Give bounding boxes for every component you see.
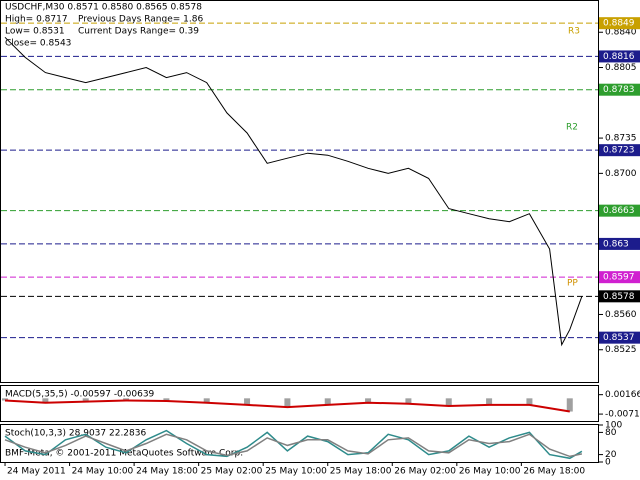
y-tick-label: 0.8525 xyxy=(605,345,637,355)
level-label: 0.8663 xyxy=(603,206,635,216)
y-tick-label: 0.8560 xyxy=(605,310,637,320)
y-tick-label: -0.00716 xyxy=(605,410,640,420)
x-tick-label: 26 May 10:00 xyxy=(459,467,521,477)
x-tick-label: 24 May 18:00 xyxy=(136,467,198,477)
main-panel xyxy=(0,0,599,383)
macd-bar xyxy=(163,398,170,401)
level-label: 0.8578 xyxy=(603,292,635,302)
y-tick-label: 100 xyxy=(605,421,622,431)
annotation: Close= 0.8543 xyxy=(5,39,71,49)
level-tag xyxy=(599,237,640,250)
x-tick-label: 26 May 02:00 xyxy=(394,467,456,477)
y-tick-label: 0.8735 xyxy=(605,134,637,144)
level-label: 0.8849 xyxy=(603,19,635,29)
y-tick-label: 0.8840 xyxy=(605,28,637,38)
y-tick-label: 0.8805 xyxy=(605,63,637,73)
stoch-panel xyxy=(0,424,599,463)
macd-bar xyxy=(82,398,89,402)
level-label: 0.8723 xyxy=(603,146,635,156)
series-line xyxy=(4,429,583,460)
series-line xyxy=(4,36,583,347)
macd-bar xyxy=(244,398,251,405)
panel-title: Stoch(10,3,3) 28.9037 22.2836 xyxy=(5,429,146,439)
level-tag xyxy=(599,204,640,217)
level-tag xyxy=(599,271,640,284)
level-label: 0.8816 xyxy=(603,52,635,62)
level-tag xyxy=(599,50,640,63)
annotation: R2 xyxy=(566,123,578,133)
series-line xyxy=(4,433,583,458)
panel-title: MACD(5,35,5) -0.00597 -0.00639 xyxy=(5,390,155,400)
y-tick-label: 0 xyxy=(605,458,611,468)
macd-bar xyxy=(566,398,573,412)
level-tag xyxy=(599,331,640,344)
level-tag xyxy=(599,290,640,303)
copyright: BMF-Meta, © 2001-2011 MetaQuotes Softwar… xyxy=(5,449,243,459)
y-tick-label: 0.8700 xyxy=(605,169,637,179)
y-tick-label: 0.00166 xyxy=(605,390,640,400)
macd-panel xyxy=(0,385,599,422)
x-tick-label: 24 May 2011 xyxy=(7,467,66,477)
macd-bar xyxy=(203,398,210,403)
level-label: 0.8597 xyxy=(603,273,635,283)
macd-bar xyxy=(445,398,452,407)
chart-title: USDCHF,M30 0.8571 0.8580 0.8565 0.8578 xyxy=(5,3,202,13)
annotation: Low= 0.8531 xyxy=(5,27,65,37)
x-tick-label: 25 May 18:00 xyxy=(330,467,392,477)
annotation: PP xyxy=(567,279,578,289)
x-tick-label: 24 May 10:00 xyxy=(72,467,134,477)
annotation: R3 xyxy=(568,27,580,37)
macd-bar xyxy=(324,398,331,405)
y-tick-label: 80 xyxy=(605,428,617,438)
macd-bar xyxy=(2,398,9,401)
level-tag xyxy=(599,83,640,96)
x-tick-label: 25 May 10:00 xyxy=(265,467,327,477)
level-tag xyxy=(599,144,640,157)
x-tick-label: 26 May 18:00 xyxy=(523,467,585,477)
macd-bar xyxy=(123,398,130,401)
x-tick-label: 25 May 02:00 xyxy=(201,467,263,477)
macd-signal xyxy=(4,399,570,413)
level-label: 0.8783 xyxy=(603,85,635,95)
y-tick-label: 20 xyxy=(605,450,617,460)
level-label: 0.8537 xyxy=(603,333,635,343)
level-label: 0.863 xyxy=(603,239,629,249)
annotation: Previous Days Range= 1.86 xyxy=(78,15,203,25)
macd-bar xyxy=(526,398,533,405)
macd-bar xyxy=(365,398,372,403)
annotation: High= 0.8717 xyxy=(5,15,68,25)
macd-bar xyxy=(486,398,493,405)
macd-bar xyxy=(405,398,412,404)
macd-bar xyxy=(42,398,49,403)
level-tag xyxy=(599,17,640,30)
macd-bar xyxy=(284,398,291,408)
annotation: Current Days Range= 0.39 xyxy=(78,27,199,37)
